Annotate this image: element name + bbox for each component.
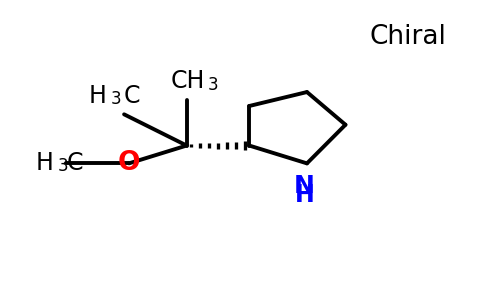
Text: H: H — [295, 184, 315, 208]
Text: O: O — [118, 150, 140, 176]
Text: Chiral: Chiral — [370, 24, 446, 50]
Text: N: N — [294, 174, 315, 198]
Text: C: C — [67, 151, 83, 175]
Text: CH: CH — [171, 69, 205, 93]
Text: H: H — [89, 84, 106, 108]
Text: 3: 3 — [57, 157, 68, 175]
Text: 3: 3 — [208, 76, 218, 94]
Text: H: H — [36, 151, 54, 175]
Text: C: C — [124, 84, 140, 108]
Text: 3: 3 — [111, 91, 121, 109]
